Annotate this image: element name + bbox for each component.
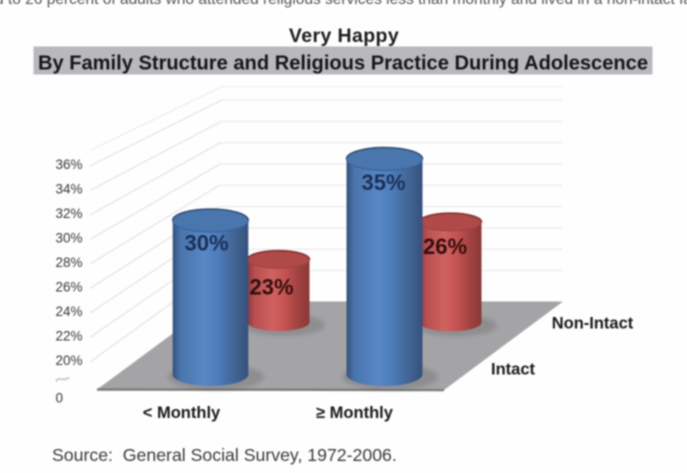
svg-text:36%: 36% — [56, 157, 83, 172]
svg-text:Non-Intact: Non-Intact — [552, 315, 634, 333]
svg-text:28%: 28% — [56, 255, 83, 270]
svg-text:26%: 26% — [423, 234, 467, 259]
svg-text:26%: 26% — [56, 279, 83, 294]
svg-text:24%: 24% — [56, 304, 83, 319]
svg-text:22%: 22% — [56, 328, 83, 343]
svg-text:20%: 20% — [56, 353, 83, 368]
svg-text:30%: 30% — [56, 230, 83, 245]
svg-text:23%: 23% — [249, 275, 293, 300]
svg-text:Intact: Intact — [491, 361, 536, 379]
svg-text:30%: 30% — [184, 231, 228, 256]
svg-text:35%: 35% — [361, 170, 405, 195]
svg-text:Source: General Social Survey: Source: General Social Survey, 1972-2006… — [52, 445, 397, 465]
svg-text:≥ Monthly: ≥ Monthly — [316, 404, 394, 422]
svg-text:Very Happy: Very Happy — [289, 25, 399, 47]
svg-text:32%: 32% — [56, 206, 83, 221]
svg-text:By Family Structure and Religi: By Family Structure and Religious Practi… — [38, 53, 648, 75]
svg-text:34%: 34% — [56, 181, 83, 196]
svg-text:0: 0 — [56, 390, 64, 405]
svg-text:< Monthly: < Monthly — [143, 404, 221, 422]
